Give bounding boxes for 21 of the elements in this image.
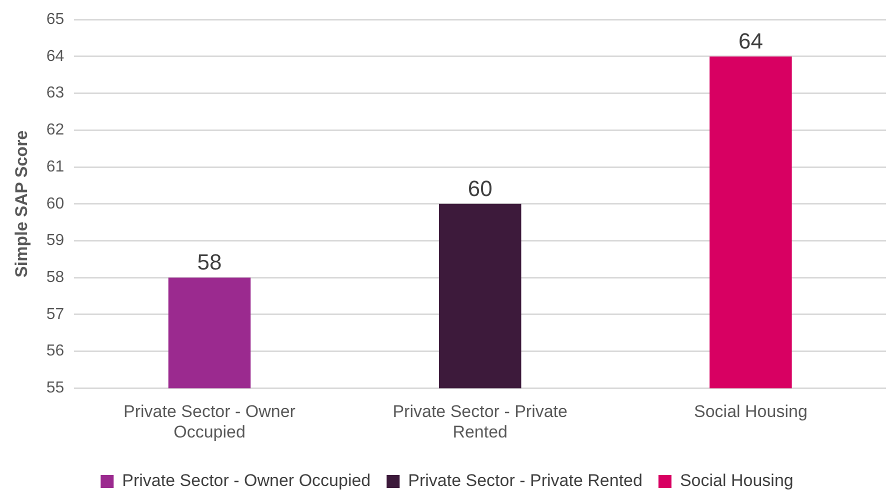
y-tick-label: 56 [46, 342, 64, 360]
y-tick-label: 55 [46, 380, 64, 397]
x-tick-label: Social Housing [694, 402, 808, 422]
data-label: 64 [738, 28, 763, 54]
y-tick-label: 58 [46, 269, 64, 286]
y-tick-label: 62 [46, 122, 64, 139]
data-label: 60 [468, 176, 492, 201]
legend-label: Private Sector - Owner Occupied [122, 471, 371, 490]
legend-label: Social Housing [680, 471, 794, 490]
data-label: 58 [197, 250, 222, 275]
x-tick-label: Private Sector - Private Rented [392, 402, 568, 442]
y-tick-label: 64 [46, 48, 64, 65]
y-tick-label: 65 [46, 11, 64, 28]
y-tick-label: 60 [46, 195, 64, 212]
y-tick-label: 63 [46, 84, 64, 102]
y-tick-label: 61 [46, 158, 64, 176]
y-axis-title: Simple SAP Score [12, 130, 31, 278]
x-tick-label: Private Sector - Owner Occupied [124, 402, 296, 442]
legend-label: Private Sector - Private Rented [408, 471, 642, 490]
y-tick-label: 57 [46, 306, 64, 323]
y-tick-label: 59 [46, 232, 64, 250]
